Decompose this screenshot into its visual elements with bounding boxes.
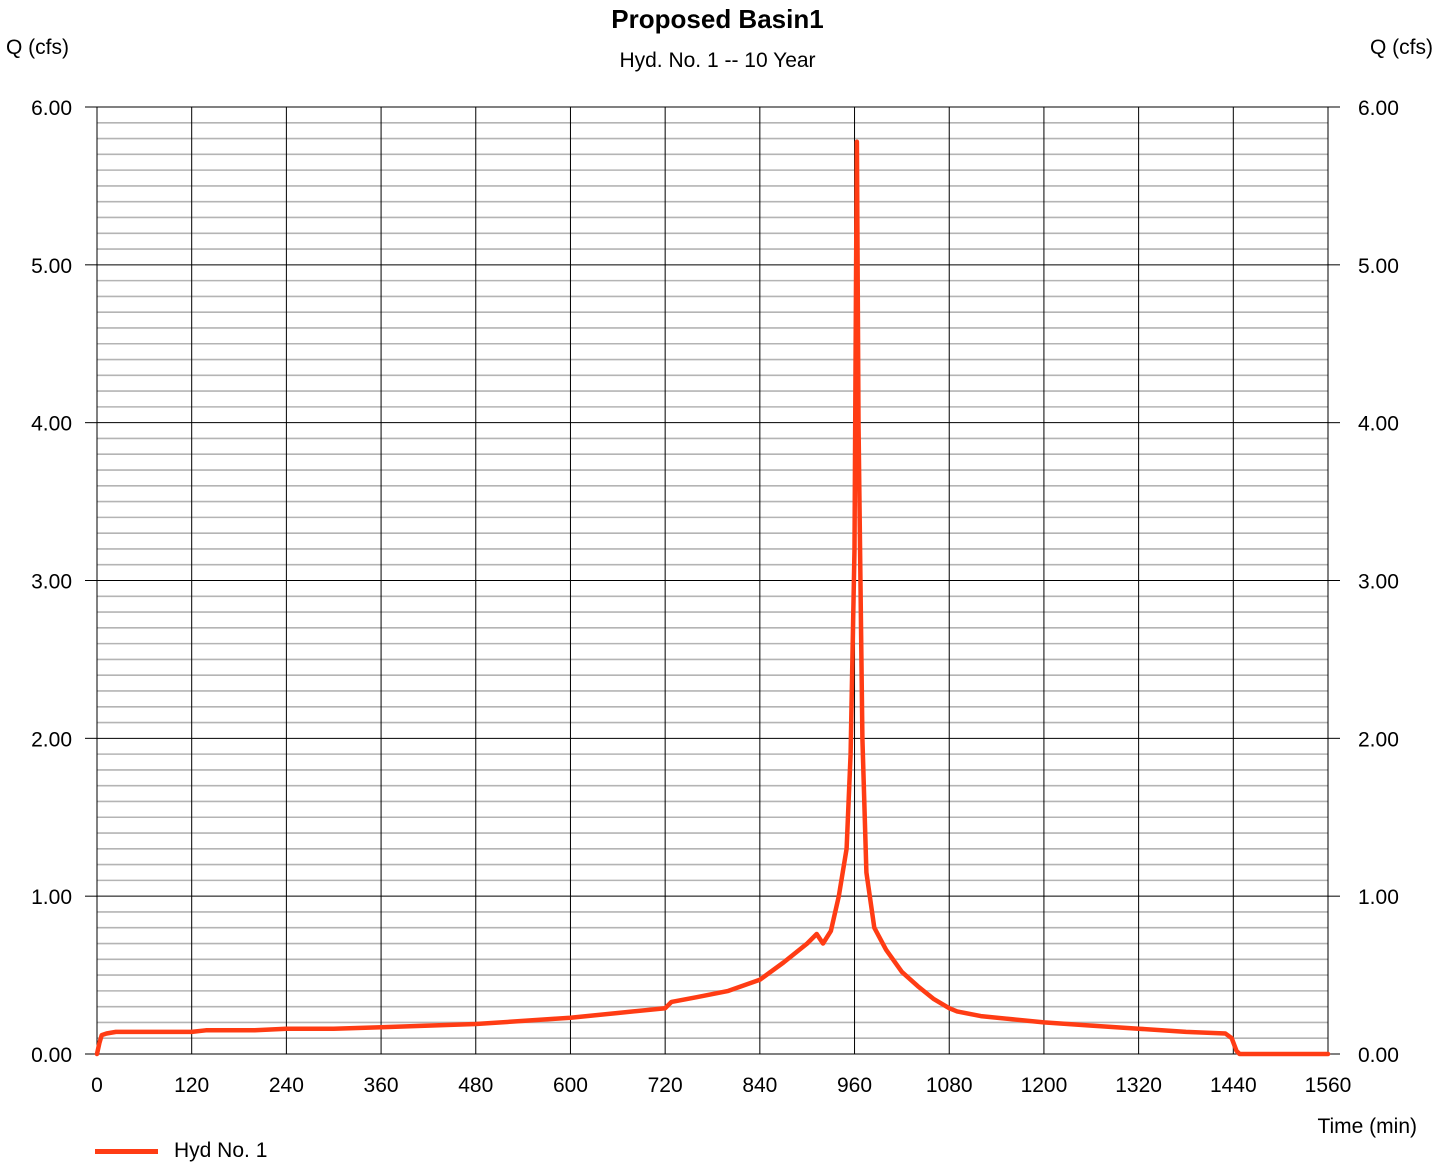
- y-tick-label-right: 5.00: [1358, 255, 1399, 278]
- y-tick-label-left: 2.00: [31, 728, 72, 751]
- y-tick-label-left: 4.00: [31, 413, 72, 436]
- x-tick-label: 360: [364, 1074, 399, 1097]
- y-axis-label-left: Q (cfs): [6, 36, 69, 59]
- x-tick-label: 120: [174, 1074, 209, 1097]
- x-tick-label: 240: [269, 1074, 304, 1097]
- y-tick-label-left: 0.00: [31, 1044, 72, 1067]
- x-tick-label: 600: [553, 1074, 588, 1097]
- x-tick-label: 1560: [1305, 1074, 1352, 1097]
- chart-subtitle: Hyd. No. 1 -- 10 Year: [619, 49, 816, 72]
- y-axis-label-right: Q (cfs): [1370, 36, 1433, 59]
- y-tick-label-right: 1.00: [1358, 886, 1399, 909]
- y-tick-label-left: 6.00: [31, 97, 72, 120]
- legend-swatch: [95, 1148, 158, 1154]
- y-tick-label-left: 5.00: [31, 255, 72, 278]
- x-tick-label: 1320: [1115, 1074, 1162, 1097]
- x-tick-label: 960: [837, 1074, 872, 1097]
- x-tick-label: 720: [648, 1074, 683, 1097]
- y-tick-label-right: 0.00: [1358, 1044, 1399, 1067]
- legend-label: Hyd No. 1: [174, 1139, 268, 1162]
- y-tick-label-right: 6.00: [1358, 97, 1399, 120]
- x-axis-label: Time (min): [1317, 1115, 1417, 1138]
- y-tick-label-right: 2.00: [1358, 728, 1399, 751]
- chart-title: Proposed Basin1: [611, 4, 824, 34]
- x-tick-label: 1080: [926, 1074, 973, 1097]
- x-tick-label: 480: [458, 1074, 493, 1097]
- x-tick-label: 1200: [1021, 1074, 1068, 1097]
- y-tick-label-left: 3.00: [31, 571, 72, 594]
- x-tick-label: 0: [91, 1074, 103, 1097]
- x-tick-label: 840: [742, 1074, 777, 1097]
- legend: Hyd No. 1: [95, 1138, 267, 1164]
- y-tick-label-right: 4.00: [1358, 413, 1399, 436]
- y-tick-label-left: 1.00: [31, 886, 72, 909]
- series-line: [94, 139, 1331, 1057]
- y-tick-label-right: 3.00: [1358, 571, 1399, 594]
- x-tick-label: 1440: [1210, 1074, 1257, 1097]
- plot-frame: [96, 106, 1329, 1055]
